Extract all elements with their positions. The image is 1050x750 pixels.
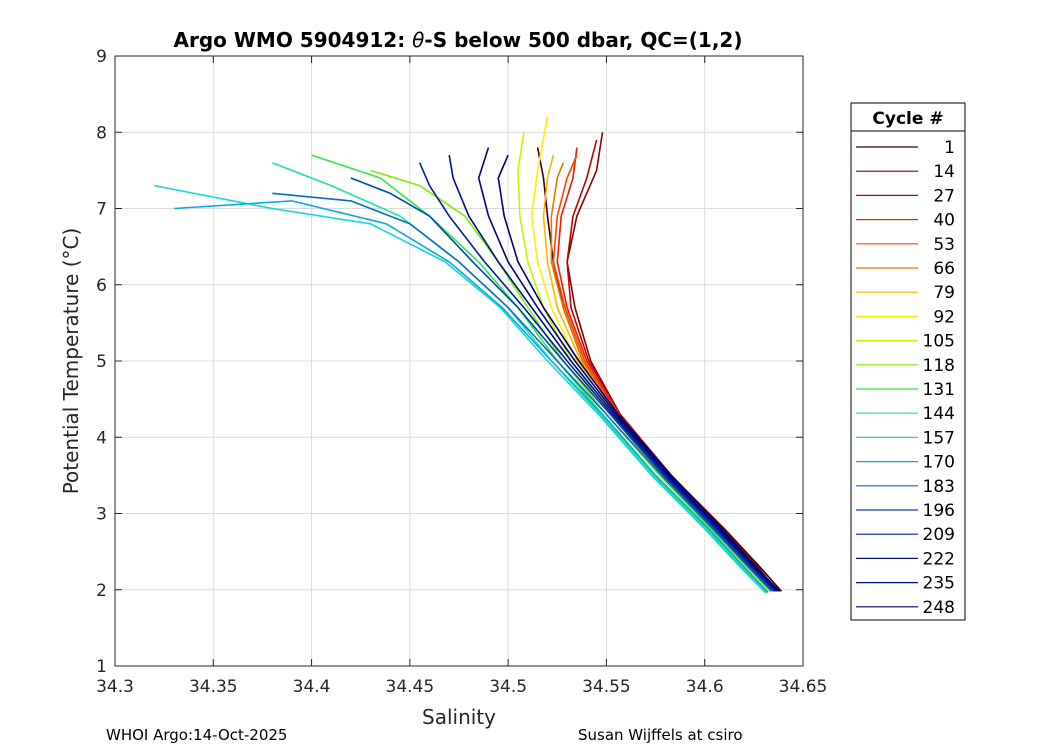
series-group: [154, 116, 782, 594]
legend-label-cycle-144: 144: [923, 404, 955, 424]
footer-right-text: Susan Wijffels at csiro: [578, 726, 743, 744]
tick-group: 34.3 34.35 34.4 34.45 34.5 34.55 34.6 34.65 1 2 3 4…: [96, 47, 827, 697]
legend-label-cycle-131: 131: [923, 380, 955, 400]
legend: Cycle # 1 14 27 40 53 66 79 92 105 118 131 144 157 17…: [850, 102, 966, 621]
legend-label-cycle-66: 66: [933, 259, 955, 279]
y-tick-label-3: 4: [96, 428, 107, 448]
x-tick-label-2: 34.4: [293, 677, 331, 697]
chart-title-prefix: Argo WMO 5904912:: [174, 28, 413, 52]
legend-label-cycle-118: 118: [923, 356, 955, 376]
legend-entries: 1 14 27 40 53 66 79 92 105 118 131 144 157 170 183 196 2…: [856, 138, 955, 618]
legend-label-cycle-14: 14: [933, 162, 955, 182]
y-axis-label: Potential Temperature (°C): [59, 228, 83, 495]
series-line-cycle-248: [497, 154, 780, 592]
series-line-cycle-235: [477, 147, 780, 592]
legend-label-cycle-196: 196: [923, 501, 955, 521]
series-line-cycle-14: [566, 132, 779, 592]
y-tick-label-2: 3: [96, 505, 107, 525]
x-tick-label-1: 34.35: [189, 677, 238, 697]
legend-label-cycle-40: 40: [933, 211, 955, 231]
y-tick-label-4: 5: [96, 352, 107, 372]
legend-label-cycle-170: 170: [923, 453, 955, 473]
chart-title-theta: θ: [412, 28, 424, 52]
series-line-cycle-222: [448, 154, 778, 592]
legend-label-cycle-157: 157: [923, 428, 955, 448]
x-tick-label-7: 34.65: [779, 677, 828, 697]
series-line-cycle-196: [350, 177, 775, 592]
legend-label-cycle-27: 27: [933, 186, 955, 206]
x-tick-label-3: 34.45: [386, 677, 435, 697]
legend-label-cycle-235: 235: [923, 574, 955, 594]
legend-label-cycle-79: 79: [933, 283, 955, 303]
chart-title-suffix: -S below 500 dbar, QC=(1,2): [424, 28, 742, 52]
series-line-cycle-157: [154, 184, 767, 594]
footer-left-text: WHOI Argo:14-Oct-2025: [106, 726, 287, 744]
y-tick-label-5: 6: [96, 276, 107, 296]
y-tick-label-6: 7: [96, 200, 107, 220]
y-tick-label-0: 1: [96, 657, 107, 677]
y-tick-label-8: 9: [96, 47, 107, 67]
x-tick-label-4: 34.5: [489, 677, 527, 697]
y-tick-label-1: 2: [96, 581, 107, 601]
legend-label-cycle-53: 53: [933, 235, 955, 255]
legend-label-cycle-248: 248: [923, 598, 955, 618]
legend-label-cycle-222: 222: [923, 549, 955, 569]
legend-label-cycle-105: 105: [923, 332, 955, 352]
chart-title: Argo WMO 5904912: θ-S below 500 dbar, QC…: [174, 28, 743, 52]
legend-label-cycle-183: 183: [923, 477, 955, 497]
x-tick-label-6: 34.6: [686, 677, 724, 697]
legend-title: Cycle #: [872, 109, 943, 129]
legend-label-cycle-209: 209: [923, 525, 955, 545]
legend-label-cycle-1: 1: [944, 138, 955, 158]
y-tick-label-7: 8: [96, 123, 107, 143]
x-axis-label: Salinity: [422, 705, 496, 729]
series-line-cycle-209: [418, 162, 777, 592]
series-line-cycle-183: [272, 192, 773, 592]
series-line-cycle-170: [173, 200, 769, 593]
legend-label-cycle-92: 92: [933, 307, 955, 327]
x-tick-label-0: 34.3: [96, 677, 134, 697]
x-tick-label-5: 34.55: [582, 677, 631, 697]
